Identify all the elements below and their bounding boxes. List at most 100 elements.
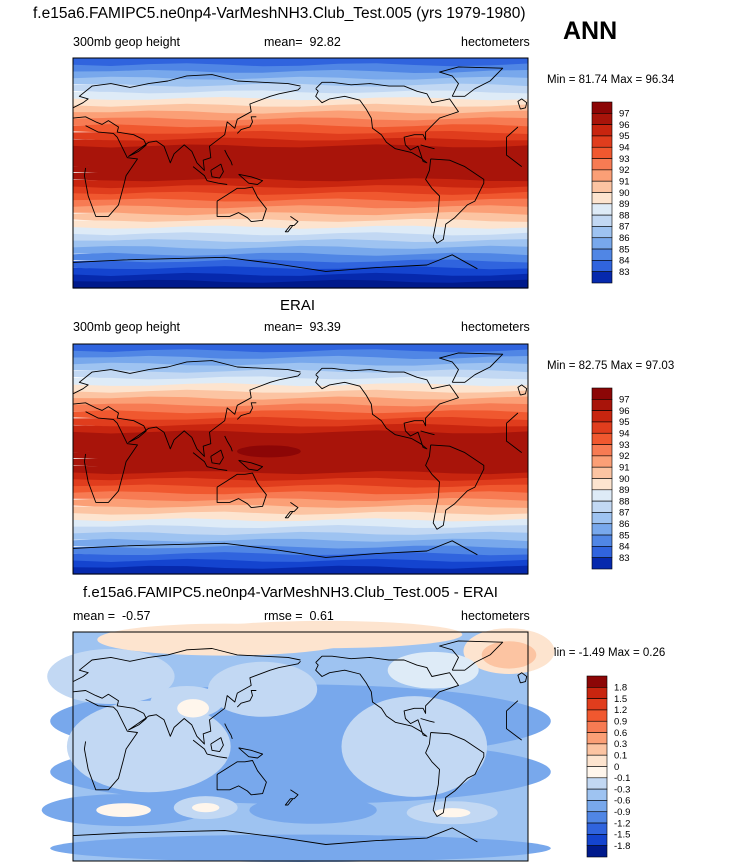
model-map-coastline-13 [439,66,504,97]
panel2-variable-label: 300mb geop height [73,320,181,334]
difference-colorbar-swatch-6 [586,743,608,756]
panel2-units-label: hectometers [461,320,530,334]
difference-colorbar-tick-label-7: 0 [614,762,619,773]
model-colorbar-swatch-10 [591,214,613,227]
difference-colorbar-swatch-0 [586,675,608,688]
difference-colorbar: 1.81.51.20.90.60.30.10-0.1-0.3-0.6-0.9-1… [586,675,630,858]
erai-map-band-29 [73,538,528,550]
model-map-coastlines [72,66,528,272]
model-colorbar-tick-label-7: 90 [619,188,630,199]
erai-map-coastline-0 [83,411,522,503]
model-colorbar-swatch-15 [591,271,613,284]
erai-map-coastline-10 [290,502,299,512]
model-colorbar-tick-label-2: 95 [619,131,630,142]
model-map-band-28 [73,245,528,257]
difference-colorbar-tick-label-12: -1.2 [614,818,630,829]
season-label: ANN [563,17,618,45]
difference-map-region-3 [341,696,488,797]
difference-colorbar-swatch-9 [586,777,608,790]
model-colorbar-swatch-2 [591,124,613,137]
difference-colorbar-tick-label-8: -0.1 [614,773,630,784]
erai-colorbar-swatch-7 [591,466,613,479]
model-colorbar-swatch-6 [591,169,613,182]
model-map-coastline-15 [425,158,485,244]
difference-colorbar-tick-label-9: -0.3 [614,784,630,795]
model-map-coastline-10 [290,216,299,226]
panel3-mean-value: -0.57 [122,609,151,623]
model-colorbar-swatch-12 [591,237,613,250]
panel2-mean-value: 93.39 [309,320,341,334]
difference-map-region-10 [387,651,479,689]
erai-colorbar-tick-label-0: 97 [619,395,630,406]
panel1-units-label: hectometers [461,35,530,49]
erai-map-coastline-3 [236,402,257,420]
erai-colorbar-swatch-9 [591,489,613,502]
difference-colorbar-swatch-5 [586,732,608,745]
erai-colorbar-tick-label-13: 84 [619,542,630,553]
model-map-coastline-4 [192,166,208,181]
model-map-band-23 [73,212,528,223]
difference-colorbar-swatch-10 [586,788,608,801]
erai-colorbar-swatch-8 [591,478,613,491]
difference-map-region-12 [177,699,209,718]
difference-map-coastline-7 [238,747,264,759]
model-map-band-3 [73,76,528,88]
erai-map-band-32 [73,558,528,570]
erai-map-band-3 [73,362,528,374]
difference-map-region-7 [189,620,463,649]
difference-colorbar-tick-label-2: 1.2 [614,705,627,716]
difference-map-coastline-11 [284,798,294,806]
model-map-coastline-16 [517,98,528,110]
difference-colorbar-tick-label-5: 0.3 [614,739,627,750]
erai-map-coastline-13 [439,352,504,383]
difference-colorbar-tick-label-0: 1.8 [614,683,627,694]
difference-colorbar-swatch-4 [586,720,608,733]
erai-map-band-17 [73,457,528,468]
model-map-band-29 [73,252,528,264]
model-colorbar-swatch-8 [591,192,613,205]
difference-colorbar-tick-label-11: -0.9 [614,807,630,818]
model-colorbar-tick-label-8: 89 [619,199,630,210]
erai-colorbar-swatch-12 [591,523,613,536]
erai-colorbar-tick-label-7: 90 [619,474,630,485]
model-map-coastline-11 [284,225,294,233]
model-map-panel [72,57,529,289]
model-map-coastline-0 [83,125,522,217]
erai-map-coastlines [72,352,528,558]
erai-colorbar-tick-label-14: 83 [619,553,630,564]
difference-colorbar-swatch-11 [586,800,608,813]
panel1-min-max: Min = 81.74 Max = 96.34 [547,74,675,86]
model-map-coastline-5 [206,180,228,185]
difference-map-region-20 [50,834,551,862]
erai-colorbar-tick-label-1: 96 [619,406,630,417]
erai-map-band-25 [73,511,528,522]
model-map-band-0 [73,58,528,67]
model-colorbar-tick-label-4: 93 [619,154,630,165]
erai-map-coastline-12 [315,367,459,450]
difference-map-region-9 [481,641,537,669]
model-map-band-8 [73,110,528,122]
panel2-title: ERAI [280,297,316,314]
erai-map-band-28 [73,531,528,543]
erai-map-band-31 [73,552,528,563]
model-colorbar-tick-label-0: 97 [619,109,630,120]
model-colorbar-swatch-13 [591,248,613,261]
erai-map-band-9 [73,403,528,414]
model-map-band-17 [73,171,528,182]
model-map-band-32 [73,272,528,284]
difference-map-coastline-5 [206,753,228,759]
difference-map-region-4 [47,649,175,704]
difference-map-coastline-16 [517,672,528,684]
model-map-coastline-2 [72,74,301,109]
erai-colorbar-tick-label-3: 94 [619,429,630,440]
model-colorbar-swatch-7 [591,180,613,193]
difference-map-coastline-4 [192,739,208,755]
erai-map-band-15 [73,444,528,455]
difference-map-coastline-6 [210,737,224,753]
difference-colorbar-swatch-3 [586,709,608,722]
difference-map-coastline-15 [425,732,485,817]
erai-map-band-4 [73,369,528,380]
difference-colorbar-tick-label-1: 1.5 [614,694,627,705]
panel3-title: f.e15a6.FAMIPC5.ne0np4-VarMeshNH3.Club_T… [83,584,498,601]
